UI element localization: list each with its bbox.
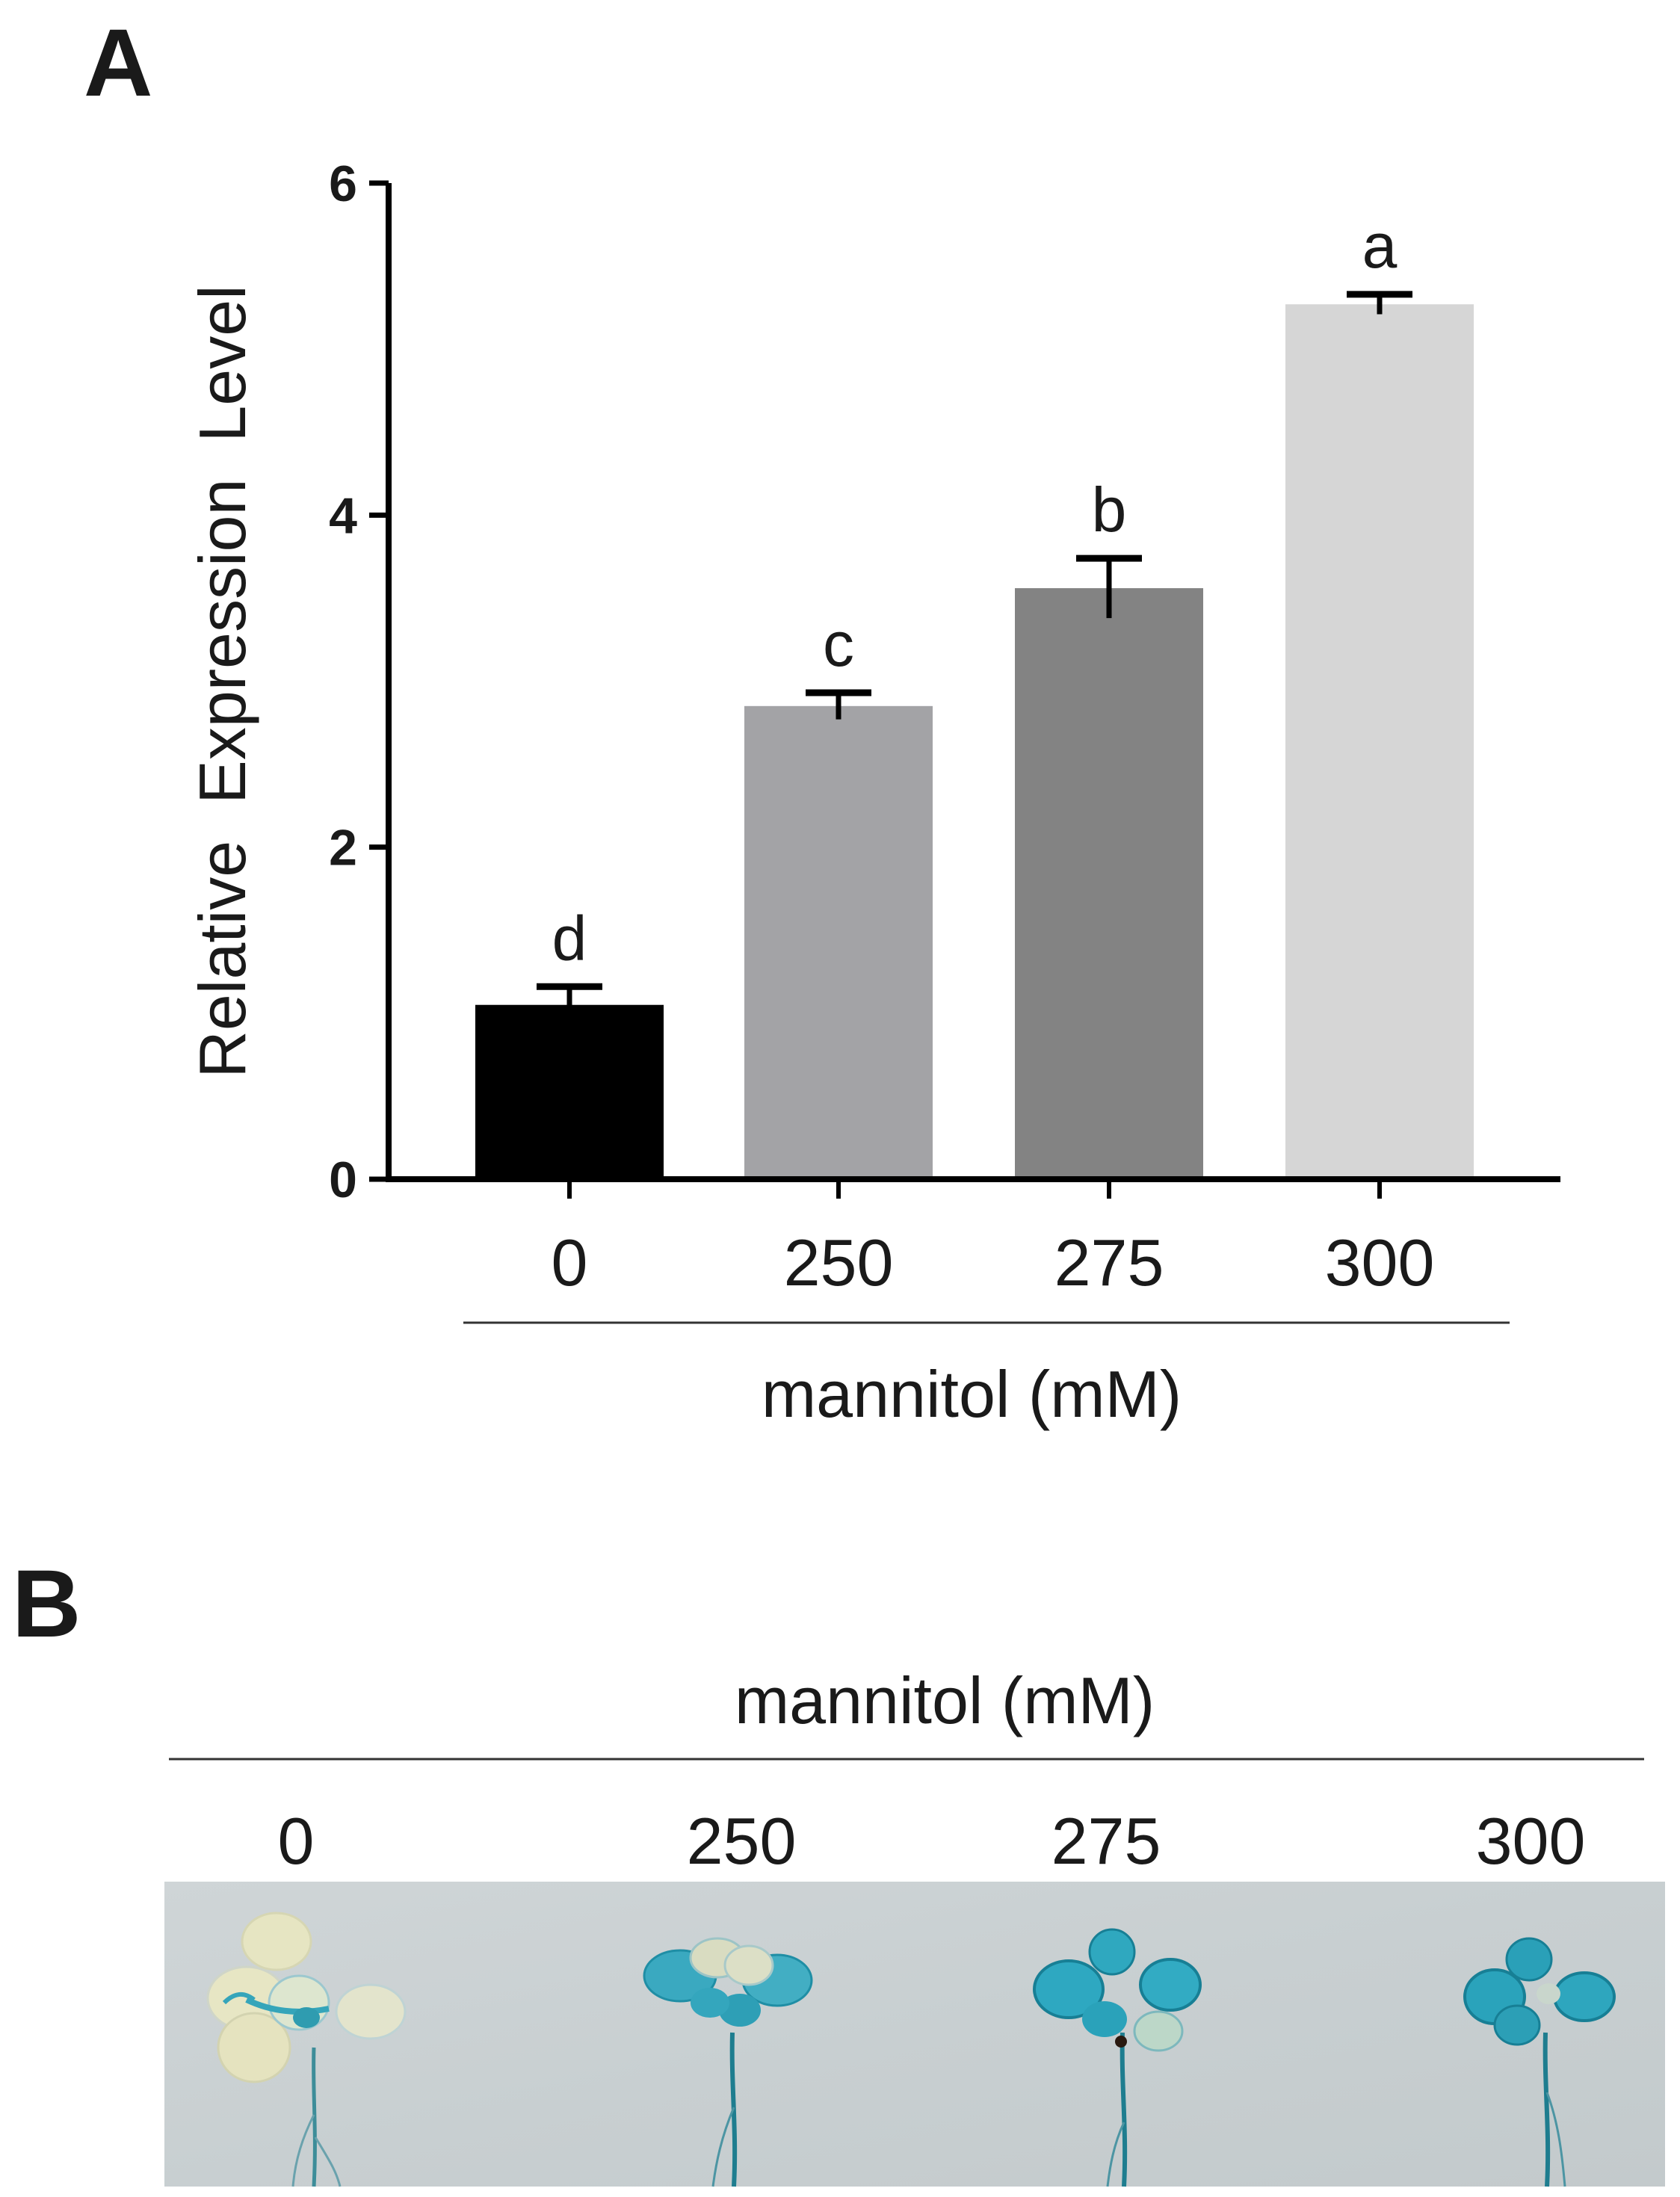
seedlings-photo (164, 1882, 1665, 2187)
panel-b-column-label-0: 0 (278, 1804, 315, 1878)
panel-label-b: B (12, 1551, 81, 1657)
x-tick-label-0: 0 (552, 1226, 588, 1300)
panel-b-column-label-275: 275 (1051, 1804, 1161, 1878)
x-axis-label: mannitol (mM) (762, 1357, 1182, 1431)
y-tick-label-2: 2 (329, 820, 357, 877)
y-axis-label: Relative Expression Level (185, 285, 259, 1078)
panel-b-column-label-300: 300 (1476, 1804, 1586, 1878)
panel-label-a: A (84, 10, 152, 117)
x-tick-label-275: 275 (1054, 1226, 1164, 1300)
error-bars-group (537, 291, 1412, 1024)
significance-letter-0: d (552, 903, 587, 973)
x-ticks-group: 0 250 275 300 (552, 1179, 1435, 1300)
significance-letter-275: b (1092, 475, 1127, 545)
significance-letter-250: c (823, 609, 854, 679)
y-tick-label-4: 4 (329, 487, 357, 544)
seedling-275mm (1033, 1928, 1202, 2187)
bars-group (475, 304, 1474, 1180)
y-tick-label-0: 0 (329, 1152, 357, 1208)
panel-b-column-label-250: 250 (687, 1804, 797, 1878)
bar-250 (744, 705, 933, 1179)
significance-letter-300: a (1362, 211, 1398, 281)
bar-300 (1285, 304, 1474, 1180)
seedling-0mm (206, 1912, 407, 2187)
seedling-250mm (643, 1937, 813, 2187)
x-tick-label-300: 300 (1325, 1226, 1435, 1300)
significance-letters-group: d c b a (552, 211, 1398, 973)
seedling-300mm (1463, 1937, 1616, 2187)
y-ticks-group: 0 2 4 6 (329, 155, 389, 1208)
x-tick-label-250: 250 (784, 1226, 894, 1300)
y-tick-label-6: 6 (329, 155, 357, 212)
panel-b-group-label: mannitol (mM) (735, 1663, 1155, 1737)
bar-0 (475, 1004, 664, 1179)
bar-chart: d c b a 0 2 4 6 0 250 275 300 Relative Expression… (185, 155, 1560, 1431)
bar-275 (1015, 588, 1203, 1179)
panel-b: mannitol (mM) 0 250 275 300 (164, 1663, 1665, 2187)
